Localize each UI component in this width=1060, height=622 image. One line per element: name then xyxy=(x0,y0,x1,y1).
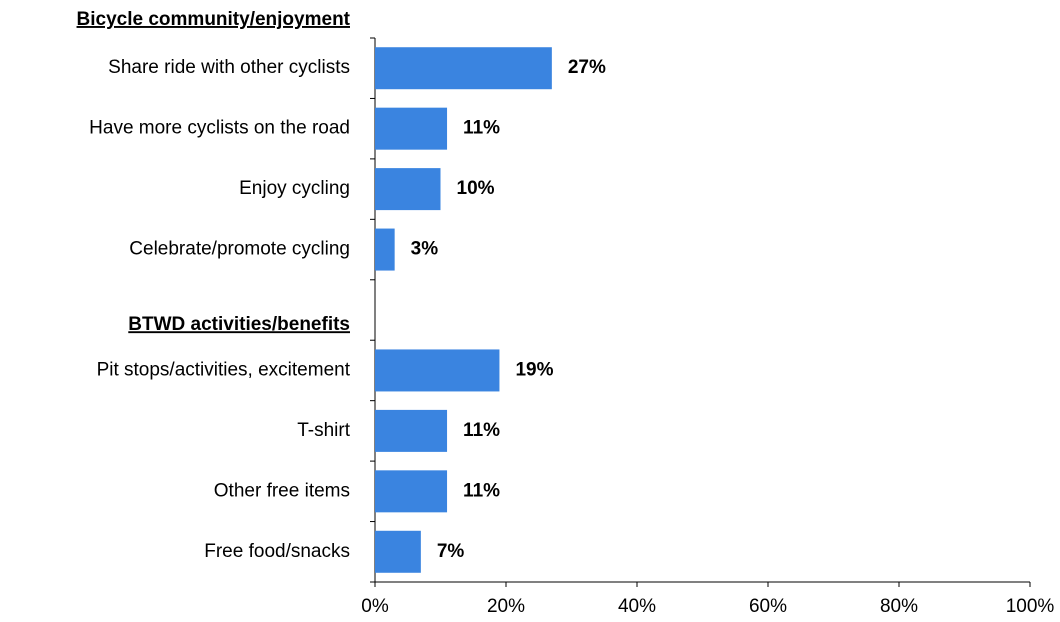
category-label: Free food/snacks xyxy=(204,541,350,562)
x-tick-label: 80% xyxy=(880,596,918,617)
group-header: BTWD activities/benefits xyxy=(128,314,350,335)
category-label: Share ride with other cyclists xyxy=(108,57,350,78)
value-label: 11% xyxy=(463,118,500,139)
bar xyxy=(375,47,552,90)
category-label: Celebrate/promote cycling xyxy=(129,239,350,260)
category-label: T-shirt xyxy=(297,420,351,441)
x-tick-label: 60% xyxy=(749,596,787,617)
category-label: Have more cyclists on the road xyxy=(89,118,350,139)
bar xyxy=(375,228,395,271)
value-label: 10% xyxy=(457,178,495,199)
value-label: 27% xyxy=(568,57,606,78)
x-tick-label: 20% xyxy=(487,596,525,617)
bar xyxy=(375,349,500,392)
x-tick-label: 100% xyxy=(1006,596,1055,617)
group-header: Bicycle community/enjoyment xyxy=(77,9,351,30)
bar xyxy=(375,107,448,150)
value-label: 19% xyxy=(515,359,553,380)
bar xyxy=(375,530,421,573)
category-label: Enjoy cycling xyxy=(239,178,350,199)
value-label: 11% xyxy=(463,420,500,441)
x-tick-label: 0% xyxy=(361,596,389,617)
bar xyxy=(375,409,448,452)
value-label: 3% xyxy=(411,239,439,260)
bar xyxy=(375,470,448,513)
x-tick-label: 40% xyxy=(618,596,656,617)
bar xyxy=(375,168,441,211)
value-label: 7% xyxy=(437,541,465,562)
category-label: Other free items xyxy=(214,480,350,501)
value-label: 11% xyxy=(463,480,500,501)
category-label: Pit stops/activities, excitement xyxy=(97,359,351,380)
